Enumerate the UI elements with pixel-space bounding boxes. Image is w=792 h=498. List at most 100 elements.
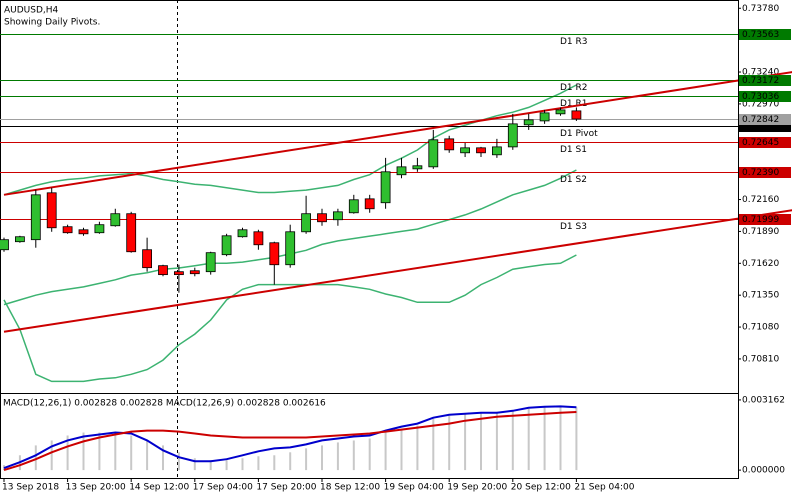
candle-body <box>237 229 248 238</box>
x-tick-label: 19 Sep 20:00 <box>447 483 507 493</box>
macd-histogram-bar <box>257 456 260 471</box>
macd-histogram-bar <box>559 406 562 471</box>
pivot-level-name: D1 R3 <box>560 37 588 47</box>
y-tick-label: 0.71080 <box>742 323 779 333</box>
candle-body <box>476 147 486 154</box>
y-tick-label: 0.70810 <box>742 354 779 364</box>
price-label: 0.73036 <box>742 92 779 102</box>
trendline <box>3 71 792 196</box>
price-label: 0.73172 <box>742 76 779 86</box>
y-tick-label: 0.71350 <box>742 291 779 301</box>
candle-body <box>78 229 89 235</box>
price-label-box <box>739 114 791 125</box>
x-tick-label: 21 Sep 04:00 <box>574 483 634 493</box>
macd-histogram-bar <box>130 435 133 471</box>
x-tick-label: 14 Sep 12:00 <box>129 483 189 493</box>
bollinger-band <box>3 254 577 383</box>
y-tick-label: 0.71620 <box>742 259 779 269</box>
macd-histogram-bar <box>511 410 514 471</box>
pivot-level-name: D1 Pivot <box>560 129 598 139</box>
price-label-box <box>739 137 791 148</box>
price-label-box <box>739 214 791 225</box>
y-tick-label: 0.73240 <box>742 68 779 78</box>
candle-body <box>269 242 280 266</box>
price-label: 0.72781 <box>742 122 779 132</box>
macd-y-tick-label: 0.003162 <box>742 395 785 405</box>
macd-title: MACD(12,26,1) 0.002828 0.002828 MACD(12,… <box>3 399 326 409</box>
candle-body <box>412 165 423 170</box>
price-label-box <box>739 121 791 132</box>
candle-body <box>30 194 41 241</box>
macd-histogram-bar <box>575 407 578 471</box>
macd-histogram-bar <box>162 445 164 471</box>
y-tick-label: 0.71890 <box>742 227 779 237</box>
macd-histogram-bar <box>225 460 228 471</box>
pivot-level-name: D1 R2 <box>560 83 588 93</box>
chart-subtitle: Showing Daily Pivots. <box>4 18 100 28</box>
macd-histogram-bar <box>416 425 419 471</box>
candle-body <box>110 213 121 227</box>
macd-histogram-bar <box>114 433 117 471</box>
macd-histogram-bar <box>289 452 292 471</box>
macd-line <box>3 411 577 472</box>
macd-histogram-bar <box>66 435 69 471</box>
price-label: 0.72645 <box>742 138 779 148</box>
price-label: 0.71999 <box>742 215 779 225</box>
macd-histogram-bar <box>368 438 371 471</box>
macd-y-tick-label: 0.000000 <box>742 466 785 476</box>
candle-body <box>428 139 439 168</box>
candle-body <box>539 112 550 122</box>
candle-body <box>332 211 343 221</box>
candle-body <box>491 146 502 156</box>
macd-histogram-bar <box>384 432 387 471</box>
candle-body <box>317 213 327 223</box>
macd-histogram-bar <box>209 460 212 471</box>
pivot-level-name: D1 R1 <box>560 99 588 109</box>
macd-histogram-bar <box>241 458 244 471</box>
price-label-box <box>739 91 791 102</box>
macd-histogram-bar <box>321 445 323 471</box>
pivot-level-name: D1 S1 <box>560 145 587 155</box>
candle-body <box>46 192 57 229</box>
candle-body <box>189 270 200 275</box>
trendline <box>3 209 792 333</box>
candle-body <box>221 235 232 256</box>
candle-body <box>460 147 471 154</box>
macd-histogram-bar <box>34 445 37 471</box>
candle-body <box>380 171 391 204</box>
macd-histogram-bar <box>495 411 498 471</box>
candle-body <box>571 110 582 120</box>
macd-histogram-bar <box>50 440 53 471</box>
macd-histogram-bar <box>464 413 467 471</box>
price-label: 0.72390 <box>742 168 779 178</box>
candle-body <box>301 213 312 233</box>
macd-histogram-bar <box>193 458 196 471</box>
candle-body <box>0 239 9 251</box>
macd-histogram-bar <box>352 440 355 471</box>
macd-histogram-bar <box>527 408 530 471</box>
macd-histogram-bar <box>448 415 451 471</box>
macd-histogram-bar <box>543 406 546 471</box>
candle-body <box>94 224 105 234</box>
macd-histogram-bar <box>305 448 308 471</box>
price-label-box <box>739 75 791 86</box>
candle-body <box>523 119 534 126</box>
macd-histogram-bar <box>480 412 482 471</box>
candle-body <box>507 123 518 148</box>
candle-body <box>205 252 216 273</box>
macd-histogram-bar <box>273 455 276 471</box>
candle-body <box>62 226 73 234</box>
y-tick-label: 0.72160 <box>742 195 779 205</box>
candle-body <box>253 231 264 246</box>
macd-histogram-bar <box>432 418 435 471</box>
x-tick-label: 20 Sep 12:00 <box>511 483 571 493</box>
pivot-level-name: D1 S3 <box>560 222 587 232</box>
x-tick-label: 13 Sep 20:00 <box>66 483 126 493</box>
macd-line <box>3 405 577 470</box>
x-tick-label: 19 Sep 04:00 <box>384 483 444 493</box>
macd-histogram-bar <box>400 428 403 471</box>
y-tick-label: 0.73780 <box>742 4 779 14</box>
candle-body <box>126 213 137 253</box>
